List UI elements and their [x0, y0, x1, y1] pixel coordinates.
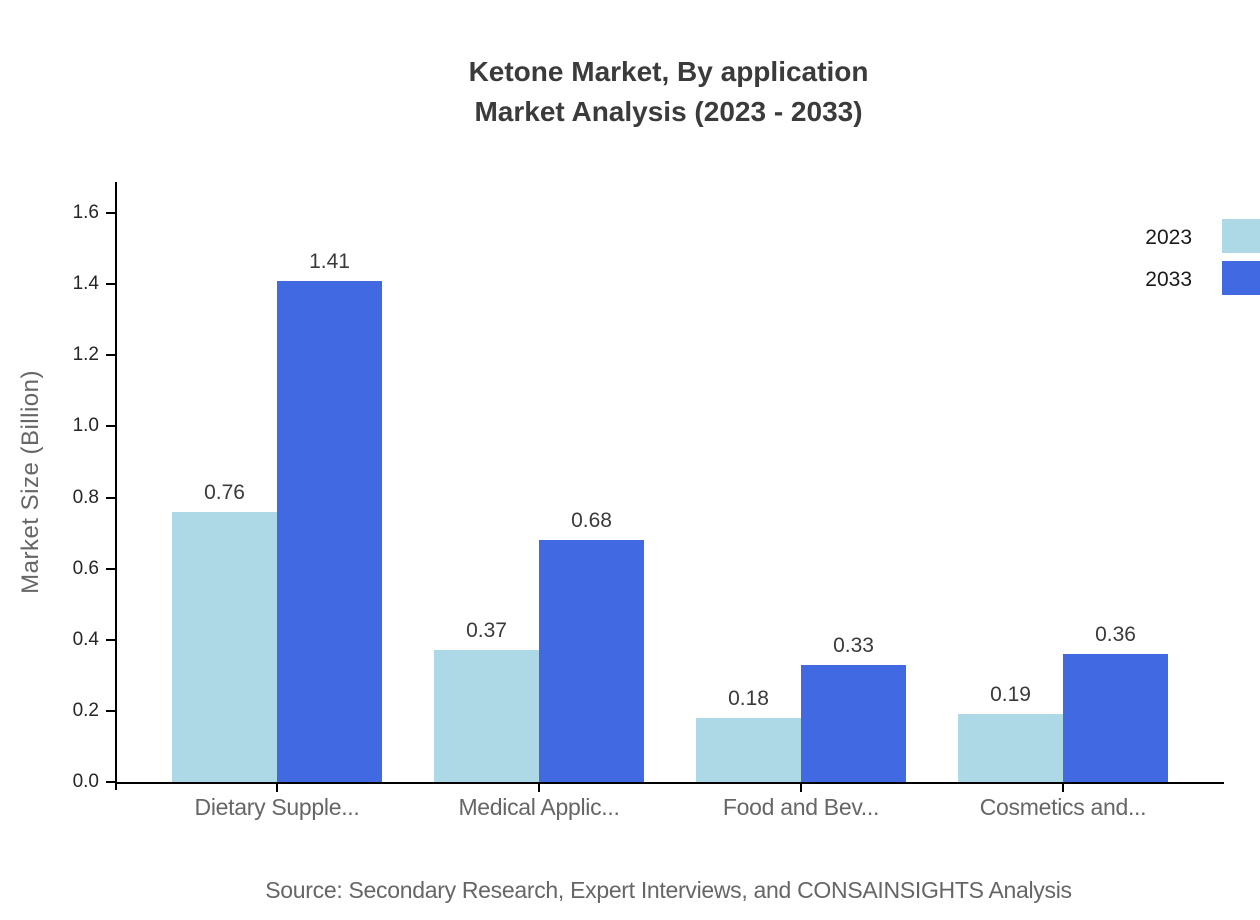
y-axis-tick-label: 0.2 — [72, 699, 99, 721]
bar-2033 — [539, 540, 644, 782]
y-axis-tick-label: 0.0 — [72, 771, 99, 792]
y-axis-tick-label: 1.0 — [72, 415, 99, 437]
bar-value-label: 0.37 — [466, 619, 507, 642]
y-axis-tick-label: 1.6 — [72, 202, 99, 224]
y-axis-tick — [106, 638, 115, 641]
chart-title: Ketone Market, By application Market Ana… — [115, 52, 1222, 132]
bar-2023 — [696, 718, 801, 782]
x-category-label: Dietary Supple... — [194, 794, 360, 820]
bar-value-label: 0.68 — [571, 509, 612, 532]
y-axis-tick — [106, 567, 115, 570]
y-axis-tick-label: 0.6 — [72, 557, 99, 579]
x-axis-tick — [800, 784, 802, 792]
bar-value-label: 1.41 — [309, 250, 350, 273]
y-axis-tick-label: 0.4 — [72, 628, 99, 650]
y-axis-tick-label: 0.8 — [72, 486, 99, 508]
y-axis-tick — [106, 496, 115, 499]
bar-value-label: 0.76 — [204, 481, 245, 504]
bar-value-label: 0.18 — [728, 687, 769, 710]
source-note: Source: Secondary Research, Expert Inter… — [265, 877, 1072, 903]
y-axis-tick — [106, 354, 115, 357]
bar-value-label: 0.36 — [1095, 623, 1136, 646]
chart-title-line2: Market Analysis (2023 - 2033) — [474, 96, 863, 127]
legend-swatch-2023 — [1222, 219, 1260, 253]
y-axis-spine-extension — [115, 782, 117, 790]
bar-2023 — [434, 650, 539, 782]
y-axis-tick-label: 1.4 — [72, 273, 99, 295]
bar-2023 — [958, 714, 1063, 782]
bar-value-label: 0.19 — [990, 683, 1031, 706]
bar-2033 — [277, 281, 382, 782]
y-axis-tick-label: 1.2 — [72, 344, 99, 366]
y-axis-title: Market Size (Billion) — [14, 182, 48, 782]
y-axis-tick — [106, 709, 115, 712]
x-category-label: Food and Bev... — [722, 794, 880, 820]
bar-2033 — [1063, 654, 1168, 782]
bar-2023 — [172, 512, 277, 782]
y-axis-tick — [106, 283, 115, 286]
chart-title-line1: Ketone Market, By application — [468, 56, 869, 87]
legend-label-2023: 2023 — [1145, 226, 1192, 249]
x-axis-tick — [276, 784, 278, 792]
x-axis-tick — [1062, 784, 1064, 792]
x-axis-tick — [538, 784, 540, 792]
bar-2033 — [801, 665, 906, 782]
legend-label-2033: 2033 — [1145, 268, 1192, 291]
legend-swatch-2033 — [1222, 261, 1260, 295]
y-axis-tick — [106, 781, 115, 783]
y-axis-tick — [106, 212, 115, 215]
plot-area — [115, 182, 1224, 784]
bar-value-label: 0.33 — [833, 634, 874, 657]
x-category-label: Cosmetics and... — [979, 794, 1147, 820]
x-category-label: Medical Applic... — [458, 794, 620, 820]
y-axis-tick — [106, 425, 115, 428]
